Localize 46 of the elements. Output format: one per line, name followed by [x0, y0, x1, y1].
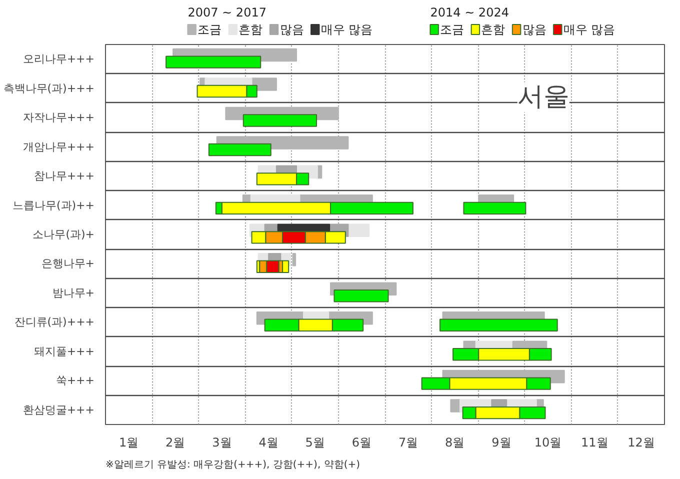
legend-label: 흔함: [238, 22, 263, 36]
legend-label: 많음: [280, 22, 304, 36]
bar: [450, 399, 460, 412]
text: 2014 ~ 2024: [430, 6, 509, 20]
text: ※알레르기 유발성: 매우강함(+++), 강함(++), 약함(+): [106, 460, 360, 470]
x-tick-label: 3월: [212, 436, 232, 450]
legend-label: 매우 많음: [563, 22, 616, 36]
y-tick-label: 자작나무+++: [22, 111, 95, 124]
y-tick-label: 소나무(과)+: [32, 228, 95, 241]
bar: [463, 202, 526, 215]
bar: [208, 143, 272, 156]
text: 2007 ~ 2017: [188, 6, 266, 20]
y-tick-label: 오리나무+++: [22, 52, 95, 66]
x-tick-label: 2월: [166, 436, 186, 450]
y-tick-label: 참나무+++: [34, 170, 95, 183]
x-tick-label: 8월: [445, 436, 465, 450]
y-tick-label: 환삼덩굴+++: [22, 403, 95, 416]
bar: [348, 224, 370, 238]
y-tick-label: 개암나무+++: [22, 140, 95, 154]
x-tick-label: 11월: [580, 436, 608, 450]
x-tick-label: 5월: [305, 436, 325, 450]
y-tick-label: 느릅나무(과)++: [12, 198, 95, 212]
x-tick-label: 7월: [398, 436, 418, 450]
x-tick-label: 10월: [534, 436, 562, 450]
x-tick-label: 6월: [352, 436, 372, 450]
y-tick-label: 잔디류(과)+++: [14, 316, 94, 329]
bar: [292, 253, 296, 266]
y-tick-label: 밤나무+: [52, 286, 94, 300]
legend-label: 흔함: [481, 22, 506, 36]
legend-label: 조금: [198, 22, 222, 36]
legend-label: 조금: [440, 22, 464, 36]
y-tick-label: 측백나무(과)+++: [3, 82, 94, 95]
bar: [166, 56, 262, 68]
legend-label: 많음: [522, 22, 546, 36]
x-tick-label: 9월: [492, 436, 512, 450]
x-tick-label: 12월: [628, 436, 655, 450]
legend-label: 매우 많음: [320, 22, 373, 36]
y-tick-label: 돼지풀+++: [34, 344, 95, 358]
text: 서울: [517, 82, 570, 112]
x-tick-label: 1월: [118, 436, 139, 450]
y-tick-label: 은행나무+: [41, 257, 94, 270]
x-tick-label: 4월: [258, 436, 278, 450]
bar: [439, 318, 558, 332]
bar: [242, 114, 318, 127]
y-tick-label: 쑥+++: [56, 374, 95, 388]
bar: [334, 290, 389, 302]
